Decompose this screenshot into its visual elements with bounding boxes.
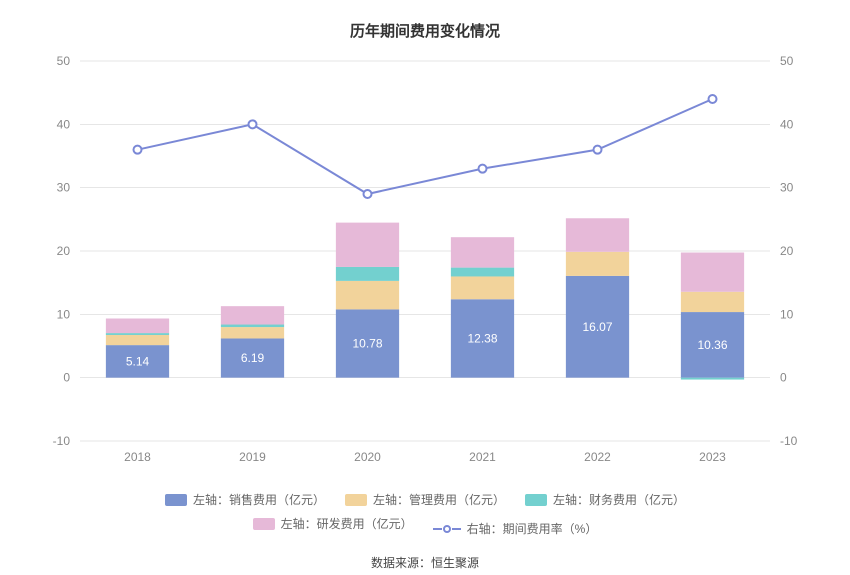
bar-segment-mgmt xyxy=(106,335,169,345)
bar-segment-mgmt xyxy=(221,327,284,338)
y-right-tick-label: -10 xyxy=(780,434,798,448)
legend-item-sales: 左轴：销售费用（亿元） xyxy=(165,489,325,511)
legend-row: 左轴：研发费用（亿元） 右轴：期间费用率（%） xyxy=(20,513,830,540)
bar-segment-rnd xyxy=(451,237,514,267)
line-series xyxy=(138,99,713,194)
legend: 左轴：销售费用（亿元）左轴：管理费用（亿元）左轴：财务费用（亿元）左轴：研发费用… xyxy=(20,489,830,540)
bar-segment-finance xyxy=(681,378,744,380)
x-tick-label: 2020 xyxy=(354,450,381,464)
bar-value-label: 10.78 xyxy=(352,337,382,351)
x-tick-label: 2022 xyxy=(584,450,611,464)
legend-swatch xyxy=(165,494,187,506)
legend-label: 左轴：管理费用（亿元） xyxy=(373,489,505,511)
chart-area: -10-100010102020303040405050201820192020… xyxy=(20,51,830,471)
legend-item-line: 右轴：期间费用率（%） xyxy=(433,518,598,540)
y-left-tick-label: -10 xyxy=(53,434,71,448)
data-source: 数据来源：恒生聚源 xyxy=(20,554,830,571)
line-marker xyxy=(709,95,717,103)
legend-item-finance: 左轴：财务费用（亿元） xyxy=(525,489,685,511)
legend-swatch xyxy=(345,494,367,506)
y-left-tick-label: 30 xyxy=(57,181,71,195)
line-marker xyxy=(249,120,257,128)
bar-value-label: 12.38 xyxy=(467,331,497,345)
y-left-tick-label: 10 xyxy=(57,307,71,321)
line-marker xyxy=(594,146,602,154)
bar-value-label: 16.07 xyxy=(582,320,612,334)
legend-swatch xyxy=(253,518,275,530)
bar-segment-mgmt xyxy=(681,292,744,312)
legend-row: 左轴：销售费用（亿元） 左轴：管理费用（亿元） 左轴：财务费用（亿元） xyxy=(20,489,830,513)
bar-segment-finance xyxy=(106,333,169,335)
bar-segment-rnd xyxy=(221,306,284,324)
line-marker xyxy=(364,190,372,198)
bar-segment-rnd xyxy=(336,223,399,267)
bar-segment-rnd xyxy=(106,319,169,334)
y-right-tick-label: 30 xyxy=(780,181,794,195)
bar-segment-rnd xyxy=(566,218,629,252)
bar-segment-finance xyxy=(221,325,284,328)
chart-svg: -10-100010102020303040405050201820192020… xyxy=(20,51,830,471)
bar-segment-finance xyxy=(336,267,399,281)
x-tick-label: 2023 xyxy=(699,450,726,464)
x-tick-label: 2021 xyxy=(469,450,496,464)
y-left-tick-label: 0 xyxy=(63,371,70,385)
y-left-tick-label: 50 xyxy=(57,54,71,68)
y-right-tick-label: 10 xyxy=(780,307,794,321)
bar-value-label: 10.36 xyxy=(697,338,727,352)
legend-item-mgmt: 左轴：管理费用（亿元） xyxy=(345,489,505,511)
bar-segment-rnd xyxy=(681,253,744,292)
legend-label: 左轴：销售费用（亿元） xyxy=(193,489,325,511)
y-right-tick-label: 0 xyxy=(780,371,787,385)
bar-segment-mgmt xyxy=(451,276,514,299)
y-right-tick-label: 40 xyxy=(780,117,794,131)
legend-item-rnd: 左轴：研发费用（亿元） xyxy=(253,513,413,535)
chart-title: 历年期间费用变化情况 xyxy=(20,20,830,41)
y-right-tick-label: 50 xyxy=(780,54,794,68)
legend-label: 左轴：研发费用（亿元） xyxy=(281,513,413,535)
y-left-tick-label: 40 xyxy=(57,117,71,131)
y-left-tick-label: 20 xyxy=(57,244,71,258)
line-marker xyxy=(479,165,487,173)
legend-label: 右轴：期间费用率（%） xyxy=(467,518,598,540)
bar-value-label: 5.14 xyxy=(126,354,150,368)
chart-container: 历年期间费用变化情况 -10-1000101020203030404050502… xyxy=(0,0,850,575)
bar-value-label: 6.19 xyxy=(241,351,265,365)
legend-line-swatch xyxy=(433,525,461,533)
bar-segment-mgmt xyxy=(566,252,629,276)
bar-segment-finance xyxy=(451,268,514,277)
line-marker xyxy=(134,146,142,154)
x-tick-label: 2018 xyxy=(124,450,151,464)
legend-label: 左轴：财务费用（亿元） xyxy=(553,489,685,511)
legend-swatch xyxy=(525,494,547,506)
x-tick-label: 2019 xyxy=(239,450,266,464)
y-right-tick-label: 20 xyxy=(780,244,794,258)
bar-segment-mgmt xyxy=(336,281,399,310)
